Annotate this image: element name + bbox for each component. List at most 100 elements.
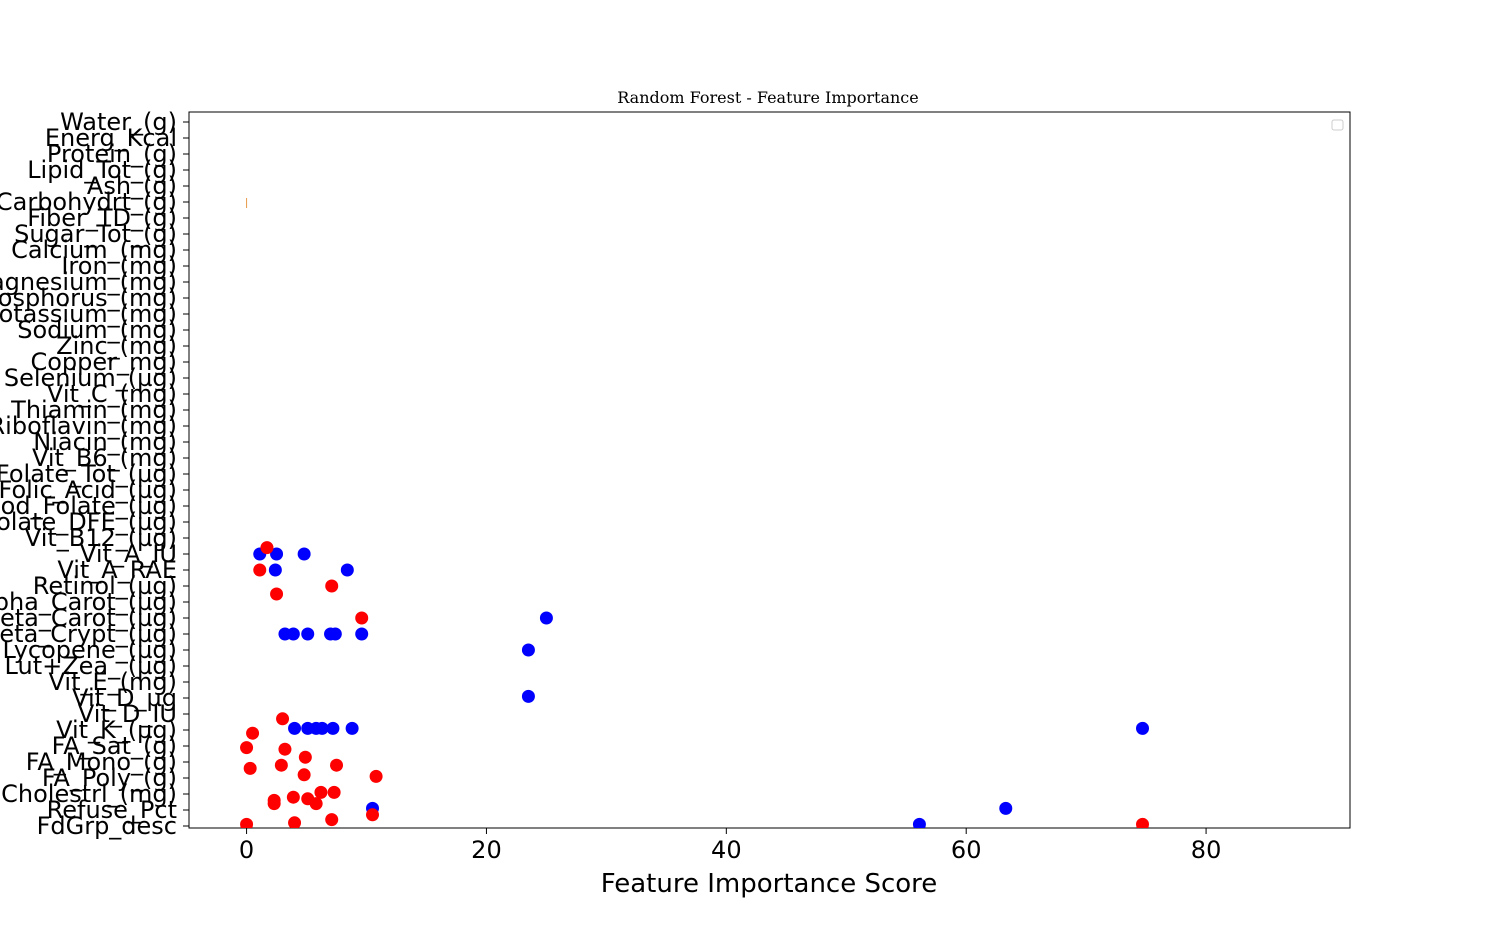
data-point bbox=[276, 712, 290, 726]
data-point bbox=[274, 758, 288, 772]
y-tick-label: Water_(g) bbox=[60, 108, 177, 136]
x-tick-label: 20 bbox=[471, 836, 502, 864]
data-point bbox=[267, 797, 281, 811]
y-tick-label: Folate_DFE_(µg) bbox=[0, 508, 177, 536]
y-tick-label: Vit_K_(µg) bbox=[56, 716, 177, 744]
data-point bbox=[288, 721, 302, 735]
legend-box bbox=[1331, 119, 1344, 131]
data-point bbox=[246, 726, 260, 740]
y-tick-label: Sodium_(mg) bbox=[17, 316, 177, 344]
y-tick-label: Lipid_Tot_(g) bbox=[27, 156, 177, 184]
data-point bbox=[240, 741, 254, 755]
data-point bbox=[314, 785, 328, 799]
y-tick-label: Lycopene_(µg) bbox=[3, 636, 177, 664]
data-point bbox=[912, 817, 926, 828]
x-tick-label: 80 bbox=[1191, 836, 1222, 864]
y-tick-label: Retinol_(µg) bbox=[33, 572, 177, 600]
y-tick-label: Fiber_TD_(g) bbox=[27, 204, 177, 232]
data-point bbox=[366, 808, 380, 822]
y-tick-label: Beta_Crypt_(µg) bbox=[0, 620, 177, 648]
data-point bbox=[325, 579, 339, 593]
y-tick-label: Vit_E_(mg) bbox=[49, 668, 177, 696]
y-tick-label: Potassium_(mg) bbox=[0, 300, 177, 328]
y-tick-label: Vit_C_(mg) bbox=[47, 380, 177, 408]
data-point bbox=[315, 721, 329, 735]
data-point bbox=[539, 611, 553, 625]
data-point bbox=[253, 563, 267, 577]
y-tick-label: FA_Mono_(g) bbox=[26, 748, 177, 776]
data-point bbox=[270, 547, 284, 561]
data-point bbox=[297, 547, 311, 561]
y-tick-label: Riboflavin_(mg) bbox=[0, 412, 177, 440]
data-point bbox=[340, 563, 354, 577]
data-point bbox=[355, 611, 369, 625]
data-point bbox=[521, 689, 535, 703]
y-tick-label: Magnesium_(mg) bbox=[0, 268, 177, 296]
data-point bbox=[288, 816, 302, 828]
y-tick-label: Alpha_Carot_(µg) bbox=[0, 588, 177, 616]
y-tick-label: Refuse_Pct bbox=[47, 796, 177, 824]
y-tick-label: Iron_(mg) bbox=[61, 252, 177, 280]
data-point bbox=[298, 750, 312, 764]
y-tick-label: Ash_(g) bbox=[87, 172, 177, 200]
y-tick-label: Calcium_(mg) bbox=[11, 236, 177, 264]
data-point bbox=[243, 761, 257, 775]
data-point bbox=[1136, 817, 1150, 828]
y-tick-label: Carbohydrt_(g) bbox=[0, 188, 177, 216]
data-point bbox=[1136, 721, 1150, 735]
x-axis: 0 20 40 60 80 bbox=[239, 828, 1221, 864]
y-tick-label: Food_Folate_(µg) bbox=[0, 492, 177, 520]
x-tick-label: 60 bbox=[951, 836, 982, 864]
y-tick-label: Copper_mg) bbox=[30, 348, 177, 376]
y-tick-label: Niacin_(mg) bbox=[33, 428, 177, 456]
data-point bbox=[327, 785, 341, 799]
chart-title: Random Forest - Feature Importance bbox=[617, 88, 918, 107]
y-tick-label: FdGrp_desc bbox=[37, 812, 177, 840]
data-point bbox=[326, 721, 340, 735]
data-point bbox=[286, 790, 300, 804]
data-point bbox=[297, 768, 311, 782]
data-point bbox=[330, 758, 344, 772]
data-point bbox=[345, 721, 359, 735]
y-tick-label: FA_Poly_(g) bbox=[42, 764, 177, 792]
data-point bbox=[355, 627, 369, 641]
x-axis-title: Feature Importance Score bbox=[601, 869, 938, 899]
y-tick-label: Cholestrl_(mg) bbox=[1, 780, 177, 808]
data-point bbox=[328, 627, 342, 641]
y-tick-label: Sugar_Tot_(g) bbox=[14, 220, 177, 248]
data-point bbox=[270, 587, 284, 601]
y-tick-label: Selenium_(µg) bbox=[4, 364, 177, 392]
data-point bbox=[278, 742, 292, 756]
data-point bbox=[268, 563, 282, 577]
y-tick-label: Protein_(g) bbox=[47, 140, 177, 168]
data-point bbox=[240, 817, 254, 828]
data-point bbox=[344, 829, 357, 842]
y-tick-label: Vit_B12_(µg) bbox=[25, 524, 177, 552]
y-tick-label: Thiamin_(mg) bbox=[10, 396, 177, 424]
y-tick-label: Vit_D_IU bbox=[78, 700, 177, 728]
y-tick-label: Vit_A_IU bbox=[80, 540, 177, 568]
y-tick-label: Vit_D_µg bbox=[72, 684, 177, 712]
data-point bbox=[301, 627, 315, 641]
data-point bbox=[309, 797, 323, 811]
y-tick-label: Lut+Zea_ (µg) bbox=[5, 652, 177, 680]
y-tick-label: Energ_Kcal bbox=[45, 124, 177, 152]
data-point bbox=[260, 541, 274, 555]
scatter-points bbox=[240, 541, 1150, 842]
y-tick-label: Beta_Carot_(µg) bbox=[0, 604, 177, 632]
y-tick-label: Folic_Acid_(µg) bbox=[0, 476, 177, 504]
y-tick-label: Vit_B6_(mg) bbox=[32, 444, 177, 472]
data-point bbox=[286, 627, 300, 641]
y-axis: Water_(g)Energ_KcalProtein_(g)Lipid_Tot_… bbox=[0, 108, 189, 840]
y-tick-label: Folate_Tot_(µg) bbox=[0, 460, 177, 488]
data-point bbox=[999, 801, 1013, 815]
data-point bbox=[325, 813, 339, 827]
y-tick-label: Vit_A_RAE bbox=[57, 556, 177, 584]
data-point bbox=[521, 643, 535, 657]
plot-area bbox=[188, 111, 1351, 829]
x-tick-label: 0 bbox=[239, 836, 254, 864]
data-point bbox=[369, 769, 383, 783]
y-tick-label: Phosphorus_(mg) bbox=[0, 284, 177, 312]
y-tick-label: FA_Sat_(g) bbox=[52, 732, 177, 760]
